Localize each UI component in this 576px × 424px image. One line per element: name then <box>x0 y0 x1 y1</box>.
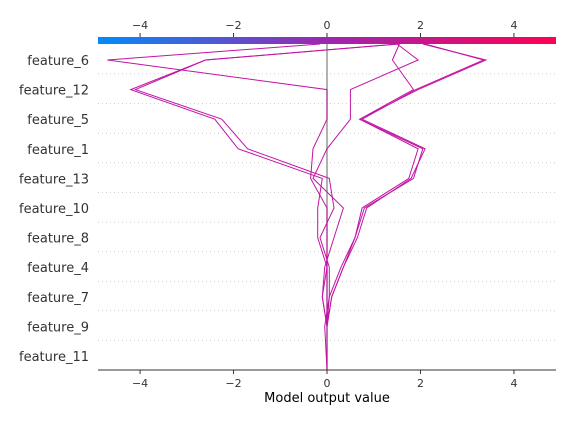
x-axis-label: Model output value <box>264 391 390 406</box>
decision-line-4 <box>133 43 398 371</box>
decision-line-5 <box>129 43 400 370</box>
feature-label: feature_5 <box>27 113 89 128</box>
colorbar <box>98 37 556 44</box>
decision-line-7 <box>326 43 419 370</box>
feature-label: feature_10 <box>19 202 89 217</box>
top-tick-label: −2 <box>225 19 241 32</box>
feature-label: feature_4 <box>27 261 89 276</box>
top-tick-label: 4 <box>510 19 517 32</box>
feature-label: feature_7 <box>27 291 89 306</box>
bottom-tick-label: 0 <box>324 377 331 390</box>
feature-labels: feature_6 feature_12 feature_5 feature_1fea… <box>19 54 89 365</box>
decision-line-6 <box>107 43 328 370</box>
feature-label: feature_6 <box>27 54 89 69</box>
feature-label: feature_13 <box>19 172 89 187</box>
feature-label: feature_8 <box>27 232 89 247</box>
top-tick-label: 2 <box>417 19 424 32</box>
feature-label: feature_11 <box>19 350 89 365</box>
bottom-axis: −4 −2 0 2 4 <box>132 370 517 390</box>
decision-lines <box>107 43 488 371</box>
feature-label: feature_9 <box>27 320 89 335</box>
feature-label: feature_12 <box>19 84 89 99</box>
bottom-tick-label: −4 <box>132 377 148 390</box>
bottom-tick-label: −2 <box>225 377 241 390</box>
bottom-tick-label: 2 <box>417 377 424 390</box>
top-tick-label: 0 <box>324 19 331 32</box>
top-tick-label: −4 <box>132 19 148 32</box>
top-axis: −4 −2 0 2 4 <box>132 19 517 37</box>
feature-label: feature_1 <box>27 143 89 158</box>
bottom-tick-label: 4 <box>510 377 517 390</box>
